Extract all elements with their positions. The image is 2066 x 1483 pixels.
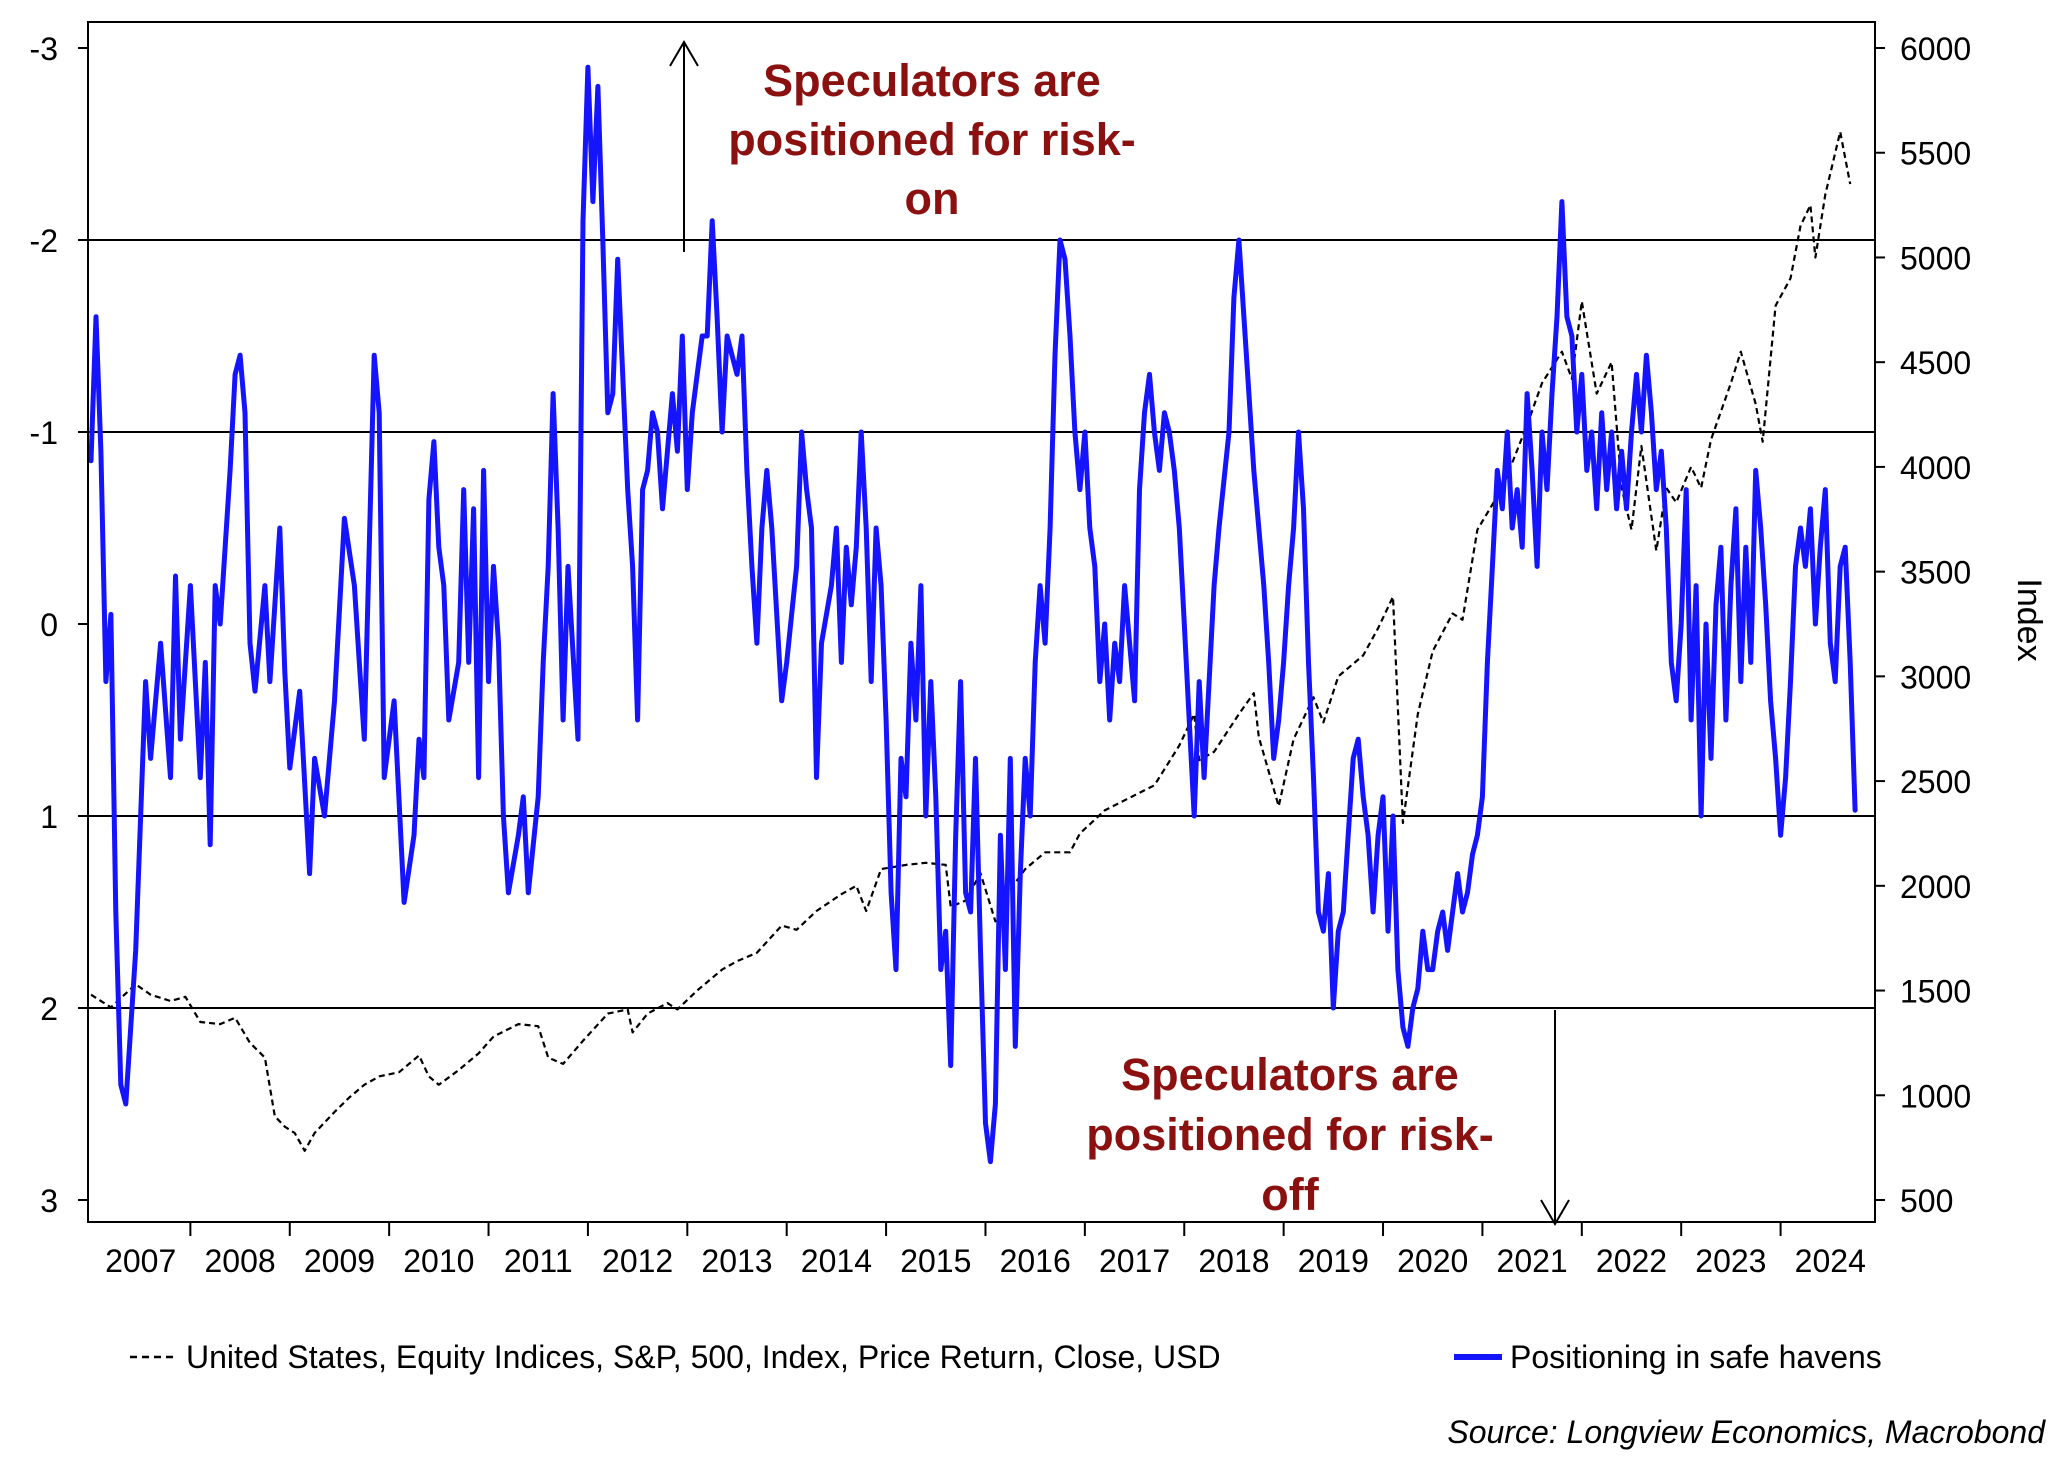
source-note: Source: Longview Economics, Macrobond bbox=[1447, 1414, 2046, 1450]
annotation-risk-off-line-2: positioned for risk- bbox=[1086, 1109, 1494, 1160]
right-tick-label: 4000 bbox=[1900, 450, 1971, 486]
left-tick-label: -3 bbox=[30, 31, 58, 67]
right-tick-label: 4500 bbox=[1900, 345, 1971, 381]
annotation-risk-off-line-1: Speculators are bbox=[1121, 1049, 1459, 1100]
right-tick-label: 1500 bbox=[1900, 974, 1971, 1010]
right-tick-label: 500 bbox=[1900, 1183, 1953, 1219]
left-tick-label: -2 bbox=[30, 223, 58, 259]
x-tick-label: 2018 bbox=[1198, 1243, 1269, 1279]
x-tick-label: 2008 bbox=[204, 1243, 275, 1279]
annotation-risk-on-line-1: Speculators are bbox=[763, 55, 1101, 106]
annotation-risk-on-line-3: on bbox=[905, 173, 960, 224]
right-tick-label: 2500 bbox=[1900, 764, 1971, 800]
legend-label-sp500: United States, Equity Indices, S&P, 500,… bbox=[186, 1339, 1221, 1375]
x-tick-label: 2020 bbox=[1397, 1243, 1468, 1279]
plot-frame bbox=[87, 21, 1876, 1223]
x-tick-label: 2007 bbox=[105, 1243, 176, 1279]
right-axis-title: Index bbox=[2010, 578, 2048, 661]
x-tick-label: 2011 bbox=[504, 1243, 573, 1279]
left-tick-label: 3 bbox=[40, 1183, 58, 1219]
x-tick-label: 2017 bbox=[1099, 1243, 1170, 1279]
right-tick-label: 5500 bbox=[1900, 136, 1971, 172]
x-tick-label: 2024 bbox=[1795, 1243, 1866, 1279]
annotation-risk-on-line-2: positioned for risk- bbox=[728, 114, 1136, 165]
right-tick-label: 3000 bbox=[1900, 659, 1971, 695]
right-tick-label: 5000 bbox=[1900, 240, 1971, 276]
x-tick-label: 2014 bbox=[801, 1243, 872, 1279]
left-tick-label: 0 bbox=[40, 607, 58, 643]
x-tick-label: 2013 bbox=[701, 1243, 772, 1279]
arrow-down-icon bbox=[1540, 1199, 1570, 1226]
right-axis: 500 1000 1500 2000 2500 3000 3500 4000 4500 5000 5… bbox=[1875, 31, 1971, 1219]
left-axis: -3 -2 -1 0 1 2 3 bbox=[30, 31, 88, 1219]
right-tick-label: 6000 bbox=[1900, 31, 1971, 67]
legend: United States, Equity Indices, S&P, 500,… bbox=[130, 1339, 1882, 1375]
x-tick-label: 2019 bbox=[1298, 1243, 1369, 1279]
positioning-series-layer bbox=[88, 64, 1858, 1165]
sp500-series-layer bbox=[90, 130, 1852, 1152]
left-tick-label: 2 bbox=[40, 991, 58, 1027]
right-tick-label: 2000 bbox=[1900, 869, 1971, 905]
left-tick-label: 1 bbox=[40, 799, 58, 835]
x-tick-label: 2009 bbox=[304, 1243, 375, 1279]
x-tick-label: 2016 bbox=[1000, 1243, 1071, 1279]
left-tick-label: -1 bbox=[30, 415, 58, 451]
annotation-risk-off-line-3: off bbox=[1261, 1169, 1319, 1220]
right-tick-label: 3500 bbox=[1900, 555, 1971, 591]
legend-label-positioning: Positioning in safe havens bbox=[1510, 1339, 1882, 1375]
annotation-risk-off: Speculators are positioned for risk- off bbox=[1086, 1010, 1570, 1226]
sp500-line bbox=[90, 130, 1852, 1152]
x-tick-label: 2015 bbox=[900, 1243, 971, 1279]
x-tick-label: 2022 bbox=[1596, 1243, 1667, 1279]
x-tick-label: 2021 bbox=[1497, 1243, 1568, 1279]
x-tick-label: 2010 bbox=[403, 1243, 474, 1279]
x-axis: 2007 2008 2009 2010 2011 2012 2013 2014 2015 2016… bbox=[105, 1222, 1866, 1279]
positioning-line bbox=[88, 64, 1858, 1165]
right-tick-label: 1000 bbox=[1900, 1078, 1971, 1114]
x-tick-label: 2012 bbox=[602, 1243, 673, 1279]
annotation-risk-on: Speculators are positioned for risk- on bbox=[669, 40, 1136, 252]
arrow-up-icon bbox=[669, 40, 699, 67]
x-tick-label: 2023 bbox=[1695, 1243, 1766, 1279]
